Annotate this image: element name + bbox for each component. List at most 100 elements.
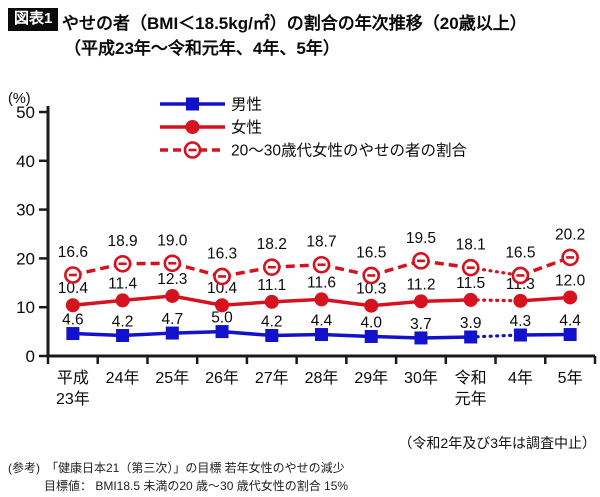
- x-axis-label: 令和元年: [455, 369, 487, 408]
- data-label: 12.3: [157, 271, 187, 288]
- series-segment-2: [519, 255, 571, 278]
- data-label: 11.4: [108, 275, 137, 292]
- data-point-series0-3: [215, 325, 229, 339]
- data-point-series0-0: [66, 327, 80, 341]
- data-point-series0-6: [364, 329, 378, 343]
- series-segment-0: [122, 331, 173, 338]
- series-segment-0: [371, 334, 422, 340]
- data-point-series1-3: [215, 298, 230, 313]
- survey-cancelled-note: （令和2年及び3年は調査中止）: [398, 435, 596, 451]
- chart-title-line1: やせの者（BMI＜18.5kg/㎡）の割合の年次推移（20歳以上）: [62, 14, 527, 33]
- data-label: 16.3: [207, 245, 237, 262]
- data-label: 16.5: [505, 244, 535, 261]
- data-point-series1-4: [264, 294, 279, 309]
- series-segment-1: [221, 300, 272, 307]
- legend-marker: [186, 97, 199, 111]
- figure-badge: 図表1: [8, 8, 59, 31]
- series-segment-1: [371, 299, 422, 308]
- data-label: 11.1: [257, 277, 286, 294]
- series-segment-0: [172, 329, 223, 335]
- series-segment-0: [420, 335, 471, 340]
- data-label: 19.0: [157, 232, 188, 249]
- data-point-series0-5: [315, 328, 328, 342]
- data-label: 11.2: [406, 276, 435, 293]
- data-label: 18.9: [108, 233, 138, 250]
- series-segment-1: [469, 298, 523, 303]
- data-point-series1-1: [115, 293, 130, 308]
- data-point-series0-9: [513, 328, 527, 342]
- data-label: 16.6: [58, 244, 88, 261]
- data-point-series1-8: [463, 292, 478, 307]
- y-tick-label: 10: [16, 298, 35, 317]
- data-label: 18.7: [306, 234, 336, 251]
- series-segment-0: [221, 329, 272, 338]
- x-axis-label: 平成 23年: [56, 369, 90, 408]
- data-label: 3.7: [410, 316, 432, 333]
- legend-label: 女性: [231, 118, 262, 137]
- data-point-series0-8: [464, 330, 478, 344]
- y-axis-unit-label: (%): [8, 91, 31, 107]
- data-label: 3.9: [460, 315, 482, 332]
- series-segment-1: [420, 298, 471, 304]
- data-label: 18.1: [456, 237, 486, 254]
- x-axis-label: 27年: [255, 369, 289, 387]
- series-segment-1: [171, 294, 223, 307]
- data-point-series0-4: [265, 329, 279, 343]
- data-label: 12.0: [555, 272, 586, 289]
- data-label: 18.2: [257, 236, 287, 253]
- x-axis-label: 24年: [106, 369, 140, 387]
- data-label: 10.4: [58, 280, 89, 297]
- legend-marker: [185, 120, 200, 134]
- series-segment-1: [321, 297, 372, 308]
- x-axis-label: 5年: [558, 369, 583, 387]
- chart-title-line2: （平成23年～令和元年、4年、5年）: [64, 39, 340, 58]
- data-label: 19.5: [406, 230, 436, 247]
- series-segment-1: [72, 298, 123, 307]
- data-point-series0-7: [414, 331, 428, 345]
- x-axis-label: 29年: [354, 369, 388, 387]
- data-label: 11.6: [307, 274, 336, 291]
- data-label: 4.0: [360, 314, 382, 331]
- data-label: 4.6: [62, 312, 84, 329]
- data-point-series1-7: [413, 294, 428, 309]
- data-label: 4.3: [510, 313, 532, 330]
- data-point-series1-5: [314, 292, 329, 307]
- data-label: 20.2: [555, 226, 585, 243]
- data-point-series1-6: [364, 298, 379, 313]
- data-point-series0-10: [563, 328, 577, 342]
- series-segment-0: [469, 333, 523, 339]
- series-segment-1: [271, 297, 322, 304]
- y-tick-label: 0: [26, 347, 35, 366]
- data-label: 4.2: [261, 314, 283, 331]
- x-axis-label: 28年: [305, 369, 339, 387]
- data-label: 4.4: [559, 313, 581, 330]
- y-tick-label: 30: [16, 201, 35, 220]
- data-label: 4.4: [311, 313, 333, 330]
- legend-label: 20～30歳代女性のやせの者の割合: [231, 141, 467, 160]
- reference-note-line1: (参考) 「健康日本21（第三次）」の目標 若年女性のやせの減少: [8, 461, 345, 475]
- data-point-series0-2: [165, 326, 179, 340]
- series-segment-0: [72, 331, 123, 338]
- y-tick-label: 50: [16, 103, 35, 122]
- data-label: 16.5: [356, 244, 386, 261]
- data-point-series1-10: [563, 290, 578, 305]
- data-point-series1-0: [65, 298, 80, 313]
- data-label: 4.7: [162, 311, 184, 328]
- x-axis-label: 30年: [404, 369, 438, 387]
- data-label: 4.2: [112, 314, 134, 331]
- data-label: 10.4: [207, 280, 238, 297]
- data-label: 10.3: [356, 281, 386, 298]
- data-label: 5.0: [211, 310, 233, 327]
- series-segment-1: [122, 294, 173, 303]
- data-label: 11.5: [456, 275, 485, 292]
- x-axis-label: 26年: [205, 369, 239, 387]
- series-segment-1: [520, 295, 571, 303]
- series-segment-0: [271, 332, 322, 338]
- y-tick-label: 40: [16, 152, 35, 171]
- x-axis-label: 25年: [155, 369, 189, 387]
- legend-label: 男性: [231, 96, 262, 114]
- data-point-series1-2: [165, 288, 180, 303]
- x-axis-label: 4年: [508, 369, 533, 387]
